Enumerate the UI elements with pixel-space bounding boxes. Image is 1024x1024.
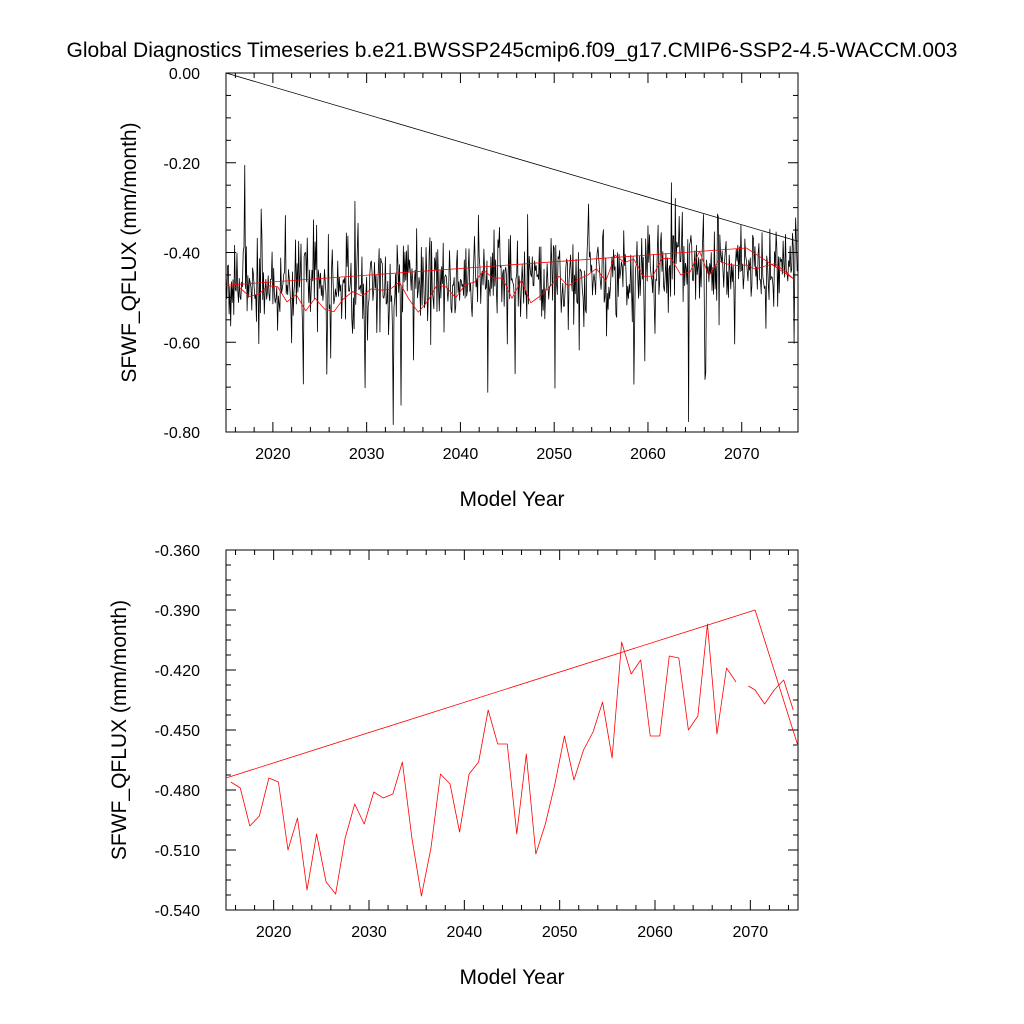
bottom-panel-ticks: 2020 2030 2040 2050 2060 2070 -0.360 -0.390 -0.4… (155, 543, 798, 941)
series-monthly (225, 164, 798, 425)
top-panel: 2020 2030 2040 2050 2060 2070 0.00 -0.20 -0.40 -0… (118, 66, 799, 511)
x-tick-label: 2060 (630, 446, 666, 463)
y-tick-label: -0.510 (155, 843, 200, 860)
y-tick-label: -0.450 (155, 723, 200, 740)
y-tick-label: -0.480 (155, 783, 200, 800)
y-tick-label: -0.80 (164, 425, 201, 442)
y-tick-label: -0.20 (164, 156, 201, 173)
x-tick-label: 2050 (536, 446, 572, 463)
series-annual-trend (225, 609, 799, 779)
y-tick-label: -0.60 (164, 335, 201, 352)
x-tick-label: 2020 (256, 924, 292, 941)
x-tick-label: 2040 (443, 446, 479, 463)
x-tick-label: 2020 (255, 446, 291, 463)
top-panel-ylabel: SFWF_QFLUX (mm/month) (118, 122, 141, 382)
series-trend-line (225, 72, 799, 242)
x-tick-label: 2040 (447, 924, 483, 941)
series-annual-mean-tail (748, 679, 794, 711)
x-tick-label: 2070 (733, 924, 769, 941)
y-tick-label: 0.00 (169, 66, 200, 83)
bottom-panel-frame (225, 549, 799, 911)
y-tick-label: -0.360 (155, 543, 200, 560)
y-tick-label: -0.40 (164, 246, 201, 263)
x-tick-label: 2050 (542, 924, 578, 941)
top-panel-xlabel: Model Year (459, 488, 564, 511)
figure-title: Global Diagnostics Timeseries b.e21.BWSS… (67, 39, 958, 62)
bottom-panel-xlabel: Model Year (459, 966, 564, 989)
y-tick-label: -0.390 (155, 603, 200, 620)
y-tick-label: -0.540 (155, 903, 200, 920)
x-tick-label: 2030 (351, 924, 387, 941)
bottom-panel-series (225, 609, 799, 897)
series-annual-mean (230, 623, 737, 897)
top-panel-ticks: 2020 2030 2040 2050 2060 2070 0.00 -0.20 -0.40 -0… (164, 66, 799, 463)
top-panel-frame (225, 72, 799, 433)
x-tick-label: 2060 (637, 924, 673, 941)
bottom-panel-ylabel: SFWF_QFLUX (mm/month) (108, 600, 131, 860)
y-tick-label: -0.420 (155, 663, 200, 680)
series-annual-trend (225, 247, 794, 286)
x-tick-label: 2030 (349, 446, 385, 463)
top-panel-series (225, 72, 799, 425)
bottom-panel: 2020 2030 2040 2050 2060 2070 -0.360 -0.390 -0.4… (108, 543, 799, 989)
x-tick-label: 2070 (724, 446, 760, 463)
